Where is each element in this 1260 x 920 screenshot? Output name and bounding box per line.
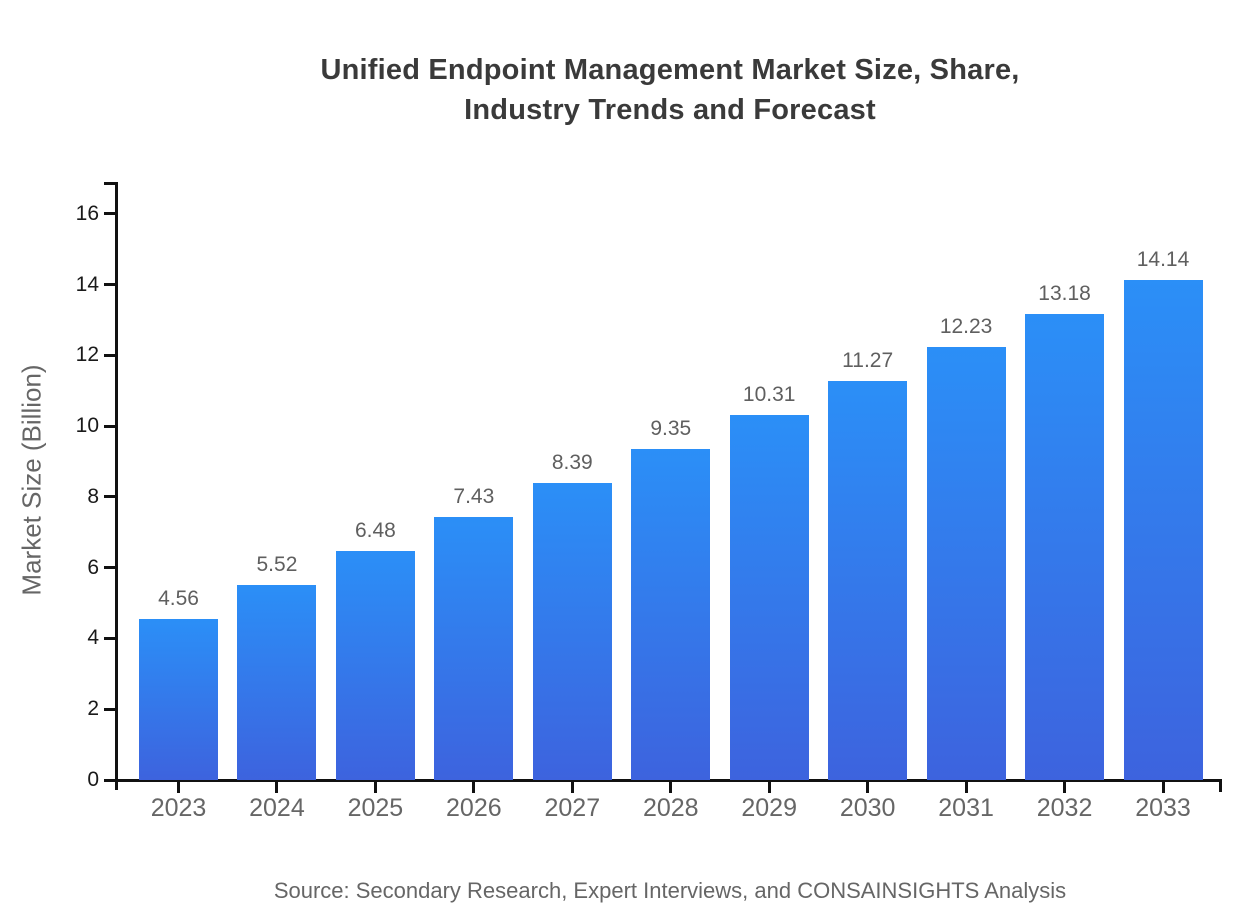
x-tick <box>472 782 476 793</box>
x-tick-label: 2033 <box>1135 794 1191 822</box>
bar-2029 <box>729 415 809 780</box>
bar-2027 <box>532 483 612 780</box>
bar-value-label: 7.43 <box>453 485 495 509</box>
x-tick <box>866 782 870 793</box>
bar-value-label: 14.14 <box>1136 247 1190 271</box>
bar-value-label: 4.56 <box>158 586 199 610</box>
x-tick <box>373 782 377 793</box>
x-tick-label: 2030 <box>839 794 896 822</box>
y-tick <box>104 495 115 499</box>
y-tick <box>104 424 115 428</box>
bar-value-label: 5.52 <box>256 552 298 576</box>
bar-value-label: 10.31 <box>742 383 796 407</box>
y-tick <box>104 636 115 640</box>
chart-title-line1: Unified Endpoint Management Market Size,… <box>320 54 1020 86</box>
y-tick-label: 14 <box>75 272 99 296</box>
x-tick-label: 2026 <box>446 794 502 822</box>
x-tick-label: 2032 <box>1036 794 1093 822</box>
bar-2028 <box>631 449 711 780</box>
x-tick-label: 2029 <box>741 794 797 822</box>
x-tick <box>669 782 673 793</box>
bar-2026 <box>434 517 514 780</box>
bar-2025 <box>335 550 415 780</box>
y-axis-line <box>115 182 118 790</box>
y-tick <box>104 353 115 357</box>
x-tick <box>177 782 180 793</box>
x-axis-end-cap <box>1219 779 1222 792</box>
bar-value-label: 6.48 <box>354 518 396 542</box>
x-axis-line <box>115 779 1222 782</box>
bar-2024 <box>237 584 317 780</box>
chart-title-line2: Industry Trends and Forecast <box>464 94 876 126</box>
x-tick <box>964 782 968 793</box>
bar-value-label: 11.27 <box>842 349 894 373</box>
bar-value-label: 8.39 <box>551 451 593 475</box>
y-axis-end-cap <box>104 182 118 185</box>
y-tick <box>104 707 115 711</box>
y-tick-label: 2 <box>87 697 99 721</box>
x-tick-label: 2024 <box>249 794 305 822</box>
x-tick <box>767 782 771 793</box>
y-tick <box>104 212 115 216</box>
bar-value-label: 12.23 <box>939 315 993 339</box>
bar-2030 <box>828 381 908 780</box>
x-tick-label: 2023 <box>150 794 207 822</box>
y-tick-label: 8 <box>87 484 99 508</box>
x-tick <box>1063 782 1067 793</box>
y-tick <box>104 566 115 570</box>
x-tick-label: 2025 <box>347 794 404 822</box>
bar-2032 <box>1025 313 1105 780</box>
y-tick-label: 0 <box>87 768 99 791</box>
y-tick-label: 10 <box>75 414 99 438</box>
y-tick <box>104 283 115 287</box>
chart-title: Unified Endpoint Management Market Size,… <box>115 50 1225 130</box>
y-tick-label: 12 <box>75 343 99 367</box>
bar-value-label: 13.18 <box>1038 281 1091 305</box>
x-tick <box>1161 782 1165 793</box>
bar-2033 <box>1123 279 1203 780</box>
bar-2023 <box>139 618 218 780</box>
x-tick-label: 2027 <box>544 794 601 822</box>
y-tick-label: 6 <box>87 555 99 579</box>
bar-2031 <box>926 347 1006 780</box>
y-tick <box>104 778 115 782</box>
y-tick-label: 4 <box>87 626 99 650</box>
bar-value-label: 9.35 <box>650 417 692 441</box>
x-tick <box>570 782 574 793</box>
source-note: Source: Secondary Research, Expert Inter… <box>273 878 1067 903</box>
x-tick-label: 2028 <box>642 794 699 822</box>
y-tick-label: 16 <box>75 201 99 225</box>
x-tick-label: 2031 <box>938 794 994 822</box>
x-tick <box>275 782 279 793</box>
